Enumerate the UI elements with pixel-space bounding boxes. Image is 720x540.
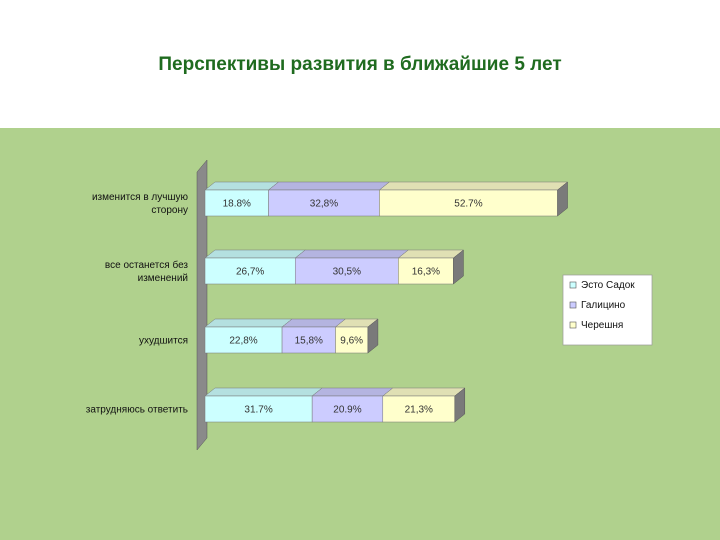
category-label-3-0: затрудняюсь ответить bbox=[86, 405, 188, 416]
category-label-1-1: изменений bbox=[138, 273, 188, 284]
data-label-0-1: 32,8% bbox=[310, 199, 338, 210]
bar-top-2-0 bbox=[204, 318, 293, 328]
data-label-1-2: 16,3% bbox=[412, 267, 440, 278]
bar-top-0-1 bbox=[267, 181, 391, 191]
data-label-0-2: 52.7% bbox=[454, 199, 482, 210]
bar-end-2 bbox=[367, 318, 379, 354]
bar-0-0 bbox=[204, 189, 269, 217]
data-label-2-0: 22,8% bbox=[229, 336, 257, 347]
legend-label-1: Галицино bbox=[581, 300, 626, 311]
slide-title: Перспективы развития в ближайшие 5 лет bbox=[158, 54, 562, 75]
data-label-1-1: 30,5% bbox=[333, 267, 361, 278]
bar-top-3-2 bbox=[382, 387, 466, 397]
category-label-2-0: ухудшится bbox=[139, 336, 188, 347]
legend-swatch-0 bbox=[569, 281, 577, 289]
bar-3-0 bbox=[204, 395, 313, 423]
bar-top-1-1 bbox=[294, 249, 410, 259]
bar-2-1 bbox=[281, 326, 336, 354]
bar-1-0 bbox=[204, 257, 296, 285]
bar-end-1 bbox=[453, 249, 464, 285]
bar-end-0 bbox=[557, 181, 568, 217]
bar-2-0 bbox=[204, 326, 283, 354]
data-label-1-0: 26,7% bbox=[236, 267, 264, 278]
bar-0-1 bbox=[268, 189, 380, 217]
bar-end-3 bbox=[454, 387, 466, 423]
bar-1-1 bbox=[294, 257, 399, 285]
category-label-0-1: сторону bbox=[151, 205, 188, 216]
bar-top-0-0 bbox=[204, 181, 280, 191]
data-label-2-2: 9,6% bbox=[340, 336, 363, 347]
bar-top-0-2 bbox=[378, 181, 569, 191]
bar-top-3-0 bbox=[204, 387, 323, 397]
legend-label-0: Эсто Садок bbox=[581, 280, 635, 291]
bar-2-2 bbox=[335, 326, 369, 354]
bar-0-2 bbox=[379, 189, 558, 217]
data-label-0-0: 18.8% bbox=[223, 199, 251, 210]
bar-top-1-2 bbox=[397, 249, 465, 259]
bar-top-2-1 bbox=[281, 318, 347, 328]
legend-box bbox=[562, 274, 653, 346]
legend-swatch-2 bbox=[569, 321, 577, 329]
bar-3-2 bbox=[382, 395, 456, 423]
bar-top-3-1 bbox=[311, 387, 394, 397]
data-label-3-1: 20.9% bbox=[333, 405, 361, 416]
bar-top-1-0 bbox=[204, 249, 306, 259]
category-label-0-0: изменится в лучшую bbox=[92, 192, 189, 203]
category-label-1-0: все останется без bbox=[105, 259, 189, 271]
data-label-3-2: 21,3% bbox=[405, 405, 433, 416]
legend-label-2: Черешня bbox=[581, 320, 623, 331]
chart-back-wall bbox=[196, 159, 208, 451]
legend-swatch-1 bbox=[569, 301, 577, 309]
data-label-3-0: 31.7% bbox=[244, 405, 272, 416]
data-label-2-1: 15,8% bbox=[295, 336, 323, 347]
bar-1-2 bbox=[398, 257, 454, 285]
